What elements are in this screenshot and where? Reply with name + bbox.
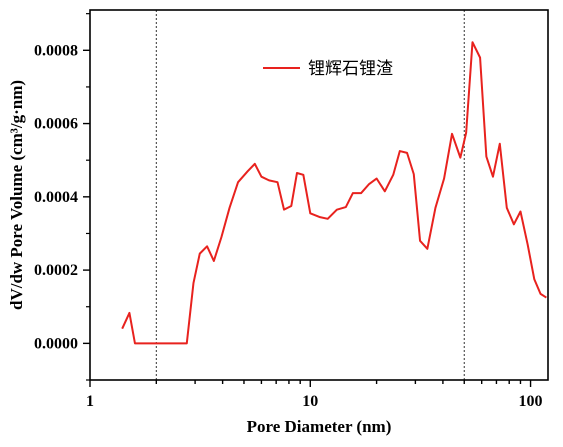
x-tick-label: 1 (86, 393, 94, 410)
y-tick-label: 0.0006 (34, 116, 78, 133)
legend-label: 锂辉石锂渣 (308, 59, 393, 79)
y-tick-label: 0.0002 (34, 262, 78, 279)
y-tick-label: 0.0000 (34, 335, 78, 352)
axes: 1 10 100 0.0000 0.0002 0.0004 0.0006 0.0008 Pore… (7, 9, 549, 436)
reference-lines (155, 10, 465, 380)
x-tick-label: 10 (302, 393, 318, 410)
y-tick-label: 0.0004 (34, 189, 78, 206)
series-line-0 (121, 41, 547, 345)
x-axis-title: Pore Diameter (nm) (247, 417, 392, 436)
y-tick-label: 0.0008 (34, 42, 78, 59)
legend: 锂辉石锂渣 (263, 59, 393, 79)
y-axis-title: dV/dw Pore Volume (cm³/g·nm) (7, 80, 26, 310)
series-layer (121, 41, 547, 345)
plot-frame (89, 9, 549, 381)
x-tick-label: 100 (519, 393, 543, 410)
